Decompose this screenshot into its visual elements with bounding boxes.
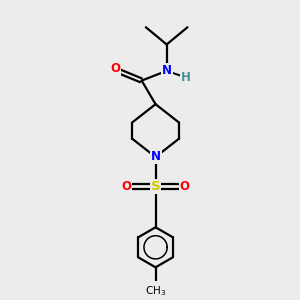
Text: N: N: [151, 151, 160, 164]
Text: S: S: [151, 180, 160, 193]
Text: O: O: [110, 62, 120, 75]
Text: H: H: [181, 71, 190, 84]
Text: CH$_3$: CH$_3$: [145, 284, 166, 298]
Text: O: O: [180, 180, 190, 193]
Text: N: N: [162, 64, 172, 77]
Text: O: O: [122, 180, 131, 193]
